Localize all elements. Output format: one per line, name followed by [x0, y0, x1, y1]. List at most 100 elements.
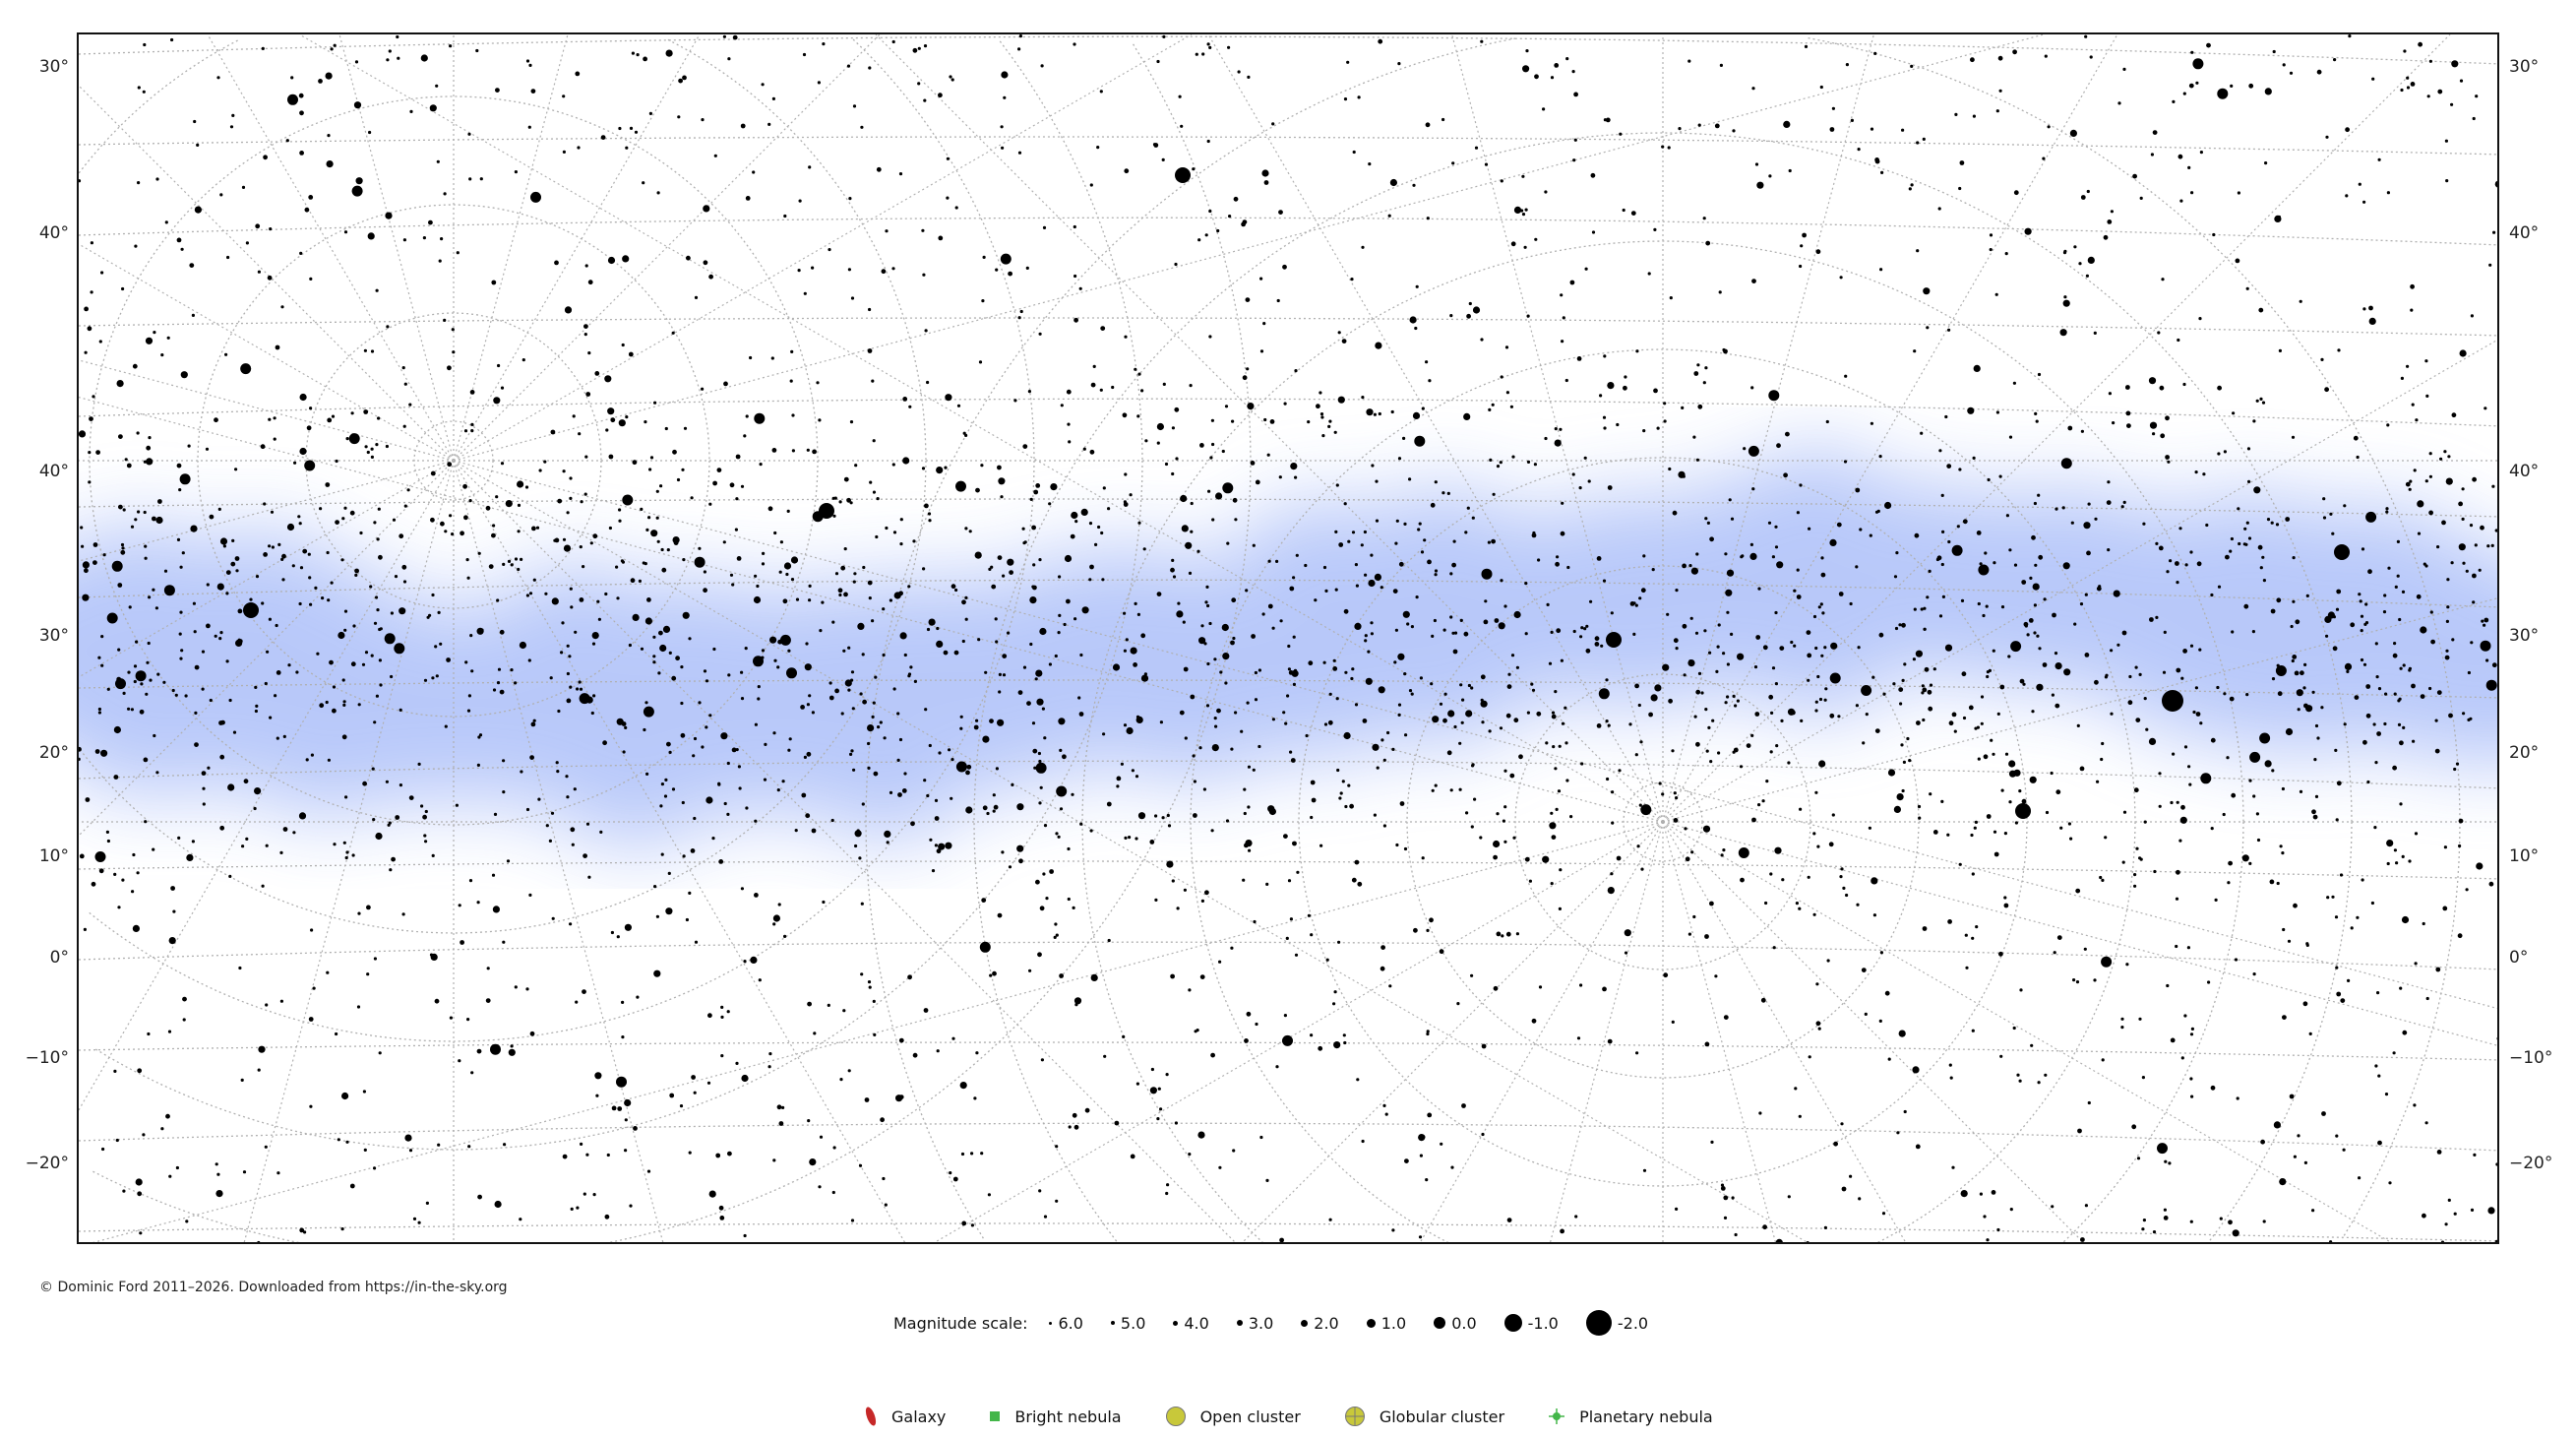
star: [1031, 525, 1036, 531]
star: [1850, 118, 1854, 122]
star: [664, 778, 668, 782]
star: [1380, 738, 1384, 742]
star: [658, 630, 663, 636]
sky-map[interactable]: [77, 32, 2499, 1244]
star: [202, 802, 206, 806]
star: [132, 363, 138, 369]
star: [326, 550, 330, 555]
star: [2393, 692, 2397, 696]
star: [1111, 385, 1115, 390]
star: [1184, 736, 1188, 740]
magnitude-value: 5.0: [1120, 1313, 1146, 1333]
star: [1985, 604, 1989, 608]
star: [1142, 547, 1146, 551]
star: [694, 295, 699, 299]
star: [1079, 653, 1083, 657]
star: [2028, 618, 2034, 623]
star: [1812, 614, 1817, 619]
star: [951, 584, 956, 590]
star: [269, 227, 273, 231]
star: [1283, 1014, 1287, 1018]
star: [2133, 884, 2137, 888]
star: [1035, 669, 1043, 677]
star: [965, 770, 970, 776]
star: [440, 521, 445, 527]
star: [676, 477, 681, 482]
star: [1913, 349, 1917, 353]
bright-star: [2162, 690, 2183, 712]
star: [1201, 52, 1205, 56]
star: [1140, 389, 1144, 393]
star: [1227, 45, 1231, 49]
star: [330, 581, 334, 585]
star: [1210, 1052, 1215, 1058]
star: [2032, 583, 2040, 591]
star: [1059, 748, 1063, 753]
star: [2163, 1208, 2167, 1212]
star: [683, 426, 688, 430]
star: [299, 1227, 305, 1233]
star: [2293, 903, 2298, 908]
star: [1430, 682, 1434, 686]
star: [1802, 232, 1807, 238]
star: [1940, 562, 1944, 567]
star: [89, 416, 93, 421]
star: [768, 1052, 772, 1056]
star: [2052, 612, 2056, 618]
star: [989, 719, 994, 723]
star: [1564, 378, 1568, 383]
star: [155, 771, 159, 775]
star: [827, 1003, 830, 1008]
star: [2409, 479, 2413, 483]
star: [975, 719, 979, 722]
star: [361, 662, 366, 666]
star: [723, 801, 727, 806]
star: [154, 606, 158, 610]
star: [568, 655, 572, 658]
star: [783, 214, 787, 219]
star: [217, 507, 221, 511]
star: [137, 1191, 143, 1197]
star: [1923, 606, 1927, 610]
star: [401, 912, 405, 916]
star: [271, 545, 275, 549]
star: [2152, 1230, 2157, 1234]
star: [771, 448, 777, 453]
star: [1953, 729, 1957, 733]
star: [2134, 665, 2138, 669]
star: [1774, 682, 1778, 686]
star: [1434, 783, 1438, 787]
star: [2401, 854, 2405, 859]
star: [1380, 966, 1385, 971]
star: [466, 1018, 470, 1022]
star: [230, 561, 236, 567]
star: [2316, 736, 2320, 740]
star: [467, 132, 471, 136]
star: [677, 115, 681, 119]
star: [2100, 757, 2104, 762]
star: [1089, 564, 1094, 570]
star: [1367, 650, 1371, 654]
star: [1038, 801, 1042, 805]
star: [2282, 927, 2286, 932]
star: [1979, 562, 1983, 566]
star: [1760, 997, 1766, 1003]
star: [1463, 412, 1471, 420]
magnitude-value: 0.0: [1451, 1313, 1477, 1333]
star: [1948, 720, 1954, 726]
star: [2399, 666, 2403, 670]
star: [580, 500, 583, 504]
star: [1932, 667, 1936, 671]
star: [1125, 638, 1129, 642]
star: [431, 676, 435, 680]
right-ascension-grid-line: [1662, 821, 1777, 1242]
star: [790, 578, 795, 582]
star: [831, 496, 835, 500]
star: [893, 592, 901, 599]
star: [927, 512, 932, 516]
star: [2183, 1014, 2187, 1018]
star: [781, 1105, 785, 1109]
star: [1362, 719, 1368, 723]
star: [1434, 569, 1439, 573]
star: [1794, 1087, 1798, 1091]
